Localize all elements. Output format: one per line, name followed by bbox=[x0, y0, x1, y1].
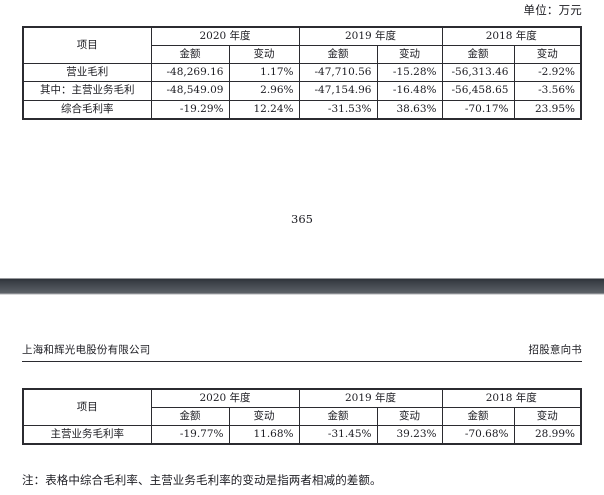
table-one-header-year-2020: 2020 年度 bbox=[150, 26, 300, 47]
table-two-subheader-amount-2020: 金额 bbox=[150, 407, 230, 427]
table-header-row-years: 项目 2020 年度 2019 年度 2018 年度 bbox=[22, 26, 582, 65]
table-two-header-item: 项目 bbox=[22, 388, 152, 427]
table-one-row-1-cell-2: -47,154.96 bbox=[298, 81, 378, 101]
table-two-row-0-cell-4: -70.68% bbox=[441, 425, 515, 446]
page-number: 365 bbox=[291, 212, 313, 226]
table-one-row-2-cell-5: 23.95% bbox=[513, 99, 582, 120]
table-header-row-subcolumns: 金额 变动 金额 变动 金额 变动 bbox=[23, 45, 582, 65]
table-one-subheader-amount-2018: 金额 bbox=[441, 45, 515, 65]
table-two-row-0-cell-5: 28.99% bbox=[513, 425, 582, 446]
table-one-row-1-cell-4: -56,458.65 bbox=[441, 81, 515, 101]
table-row: 主营业务毛利率 -19.77% 11.68% -31.45% 39.23% -7… bbox=[22, 425, 582, 446]
table-two-header-year-2019: 2019 年度 bbox=[298, 388, 443, 409]
table-one-row-2-cell-2: -31.53% bbox=[298, 99, 378, 120]
table-one-row-1-cell-0: -48,549.09 bbox=[150, 81, 230, 101]
table-one-row-2-cell-4: -70.17% bbox=[441, 99, 515, 120]
table-row: 其中：主营业务毛利 -48,549.09 2.96% -47,154.96 -1… bbox=[22, 81, 582, 101]
table-two-header-year-2018: 2018 年度 bbox=[441, 388, 582, 409]
table-one-header-year-2019: 2019 年度 bbox=[298, 26, 443, 47]
gross-profit-table: 项目 2020 年度 2019 年度 2018 年度 金额 变动 金额 变动 金… bbox=[22, 26, 582, 120]
running-header-doc-type: 招股意向书 bbox=[528, 344, 582, 356]
table-one-subheader-amount-2019: 金额 bbox=[298, 45, 378, 65]
table-one-row-2-cell-0: -19.29% bbox=[150, 99, 230, 120]
page-break-divider bbox=[0, 277, 604, 296]
table-two-subheader-change-2019: 变动 bbox=[376, 407, 443, 427]
table-two-subheader-change-2018: 变动 bbox=[513, 407, 582, 427]
table-row: 营业毛利 -48,269.16 1.17% -47,710.56 -15.28%… bbox=[22, 63, 582, 83]
table-one-subheader-change-2019: 变动 bbox=[376, 45, 443, 65]
table-two-subheader-change-2020: 变动 bbox=[228, 407, 300, 427]
table-two-row-0-label: 主营业务毛利率 bbox=[22, 425, 152, 446]
running-header: 上海和辉光电股份有限公司 招股意向书 bbox=[22, 342, 582, 362]
table-one-row-0-cell-4: -56,313.46 bbox=[441, 63, 515, 83]
table-one-row-2-cell-1: 12.24% bbox=[228, 99, 300, 120]
table-two-row-0-cell-0: -19.77% bbox=[150, 425, 230, 446]
table-one-row-1-cell-1: 2.96% bbox=[228, 81, 300, 101]
main-business-gross-margin-table: 项目 2020 年度 2019 年度 2018 年度 金额 变动 金额 变动 金… bbox=[22, 388, 582, 446]
table-two-row-0-cell-2: -31.45% bbox=[298, 425, 378, 446]
table-one-row-0-cell-2: -47,710.56 bbox=[298, 63, 378, 83]
table-two-header-year-2020: 2020 年度 bbox=[150, 388, 300, 409]
table-one-header-year-2018: 2018 年度 bbox=[441, 26, 582, 47]
table-two-row-0-cell-3: 39.23% bbox=[376, 425, 443, 446]
table-one-subheader-change-2020: 变动 bbox=[228, 45, 300, 65]
table-header-row-years: 项目 2020 年度 2019 年度 2018 年度 bbox=[22, 388, 582, 427]
table-one-row-0-cell-3: -15.28% bbox=[376, 63, 443, 83]
table-one-row-0-cell-5: -2.92% bbox=[513, 63, 582, 83]
document-page-one: 单位：万元 项目 2020 年度 2019 年度 2018 年度 金额 变动 金… bbox=[22, 3, 582, 226]
table-two-subheader-amount-2019: 金额 bbox=[298, 407, 378, 427]
table-one-row-2-label: 综合毛利率 bbox=[22, 99, 152, 120]
table-one-row-1-label: 其中：主营业务毛利 bbox=[22, 81, 152, 101]
table-one-row-0-label: 营业毛利 bbox=[22, 63, 152, 83]
table-one-row-2-cell-3: 38.63% bbox=[376, 99, 443, 120]
running-header-company: 上海和辉光电股份有限公司 bbox=[22, 344, 151, 356]
table-row: 综合毛利率 -19.29% 12.24% -31.53% 38.63% -70.… bbox=[22, 99, 582, 120]
table-header-row-subcolumns: 金额 变动 金额 变动 金额 变动 bbox=[23, 407, 582, 427]
table-two-subheader-amount-2018: 金额 bbox=[441, 407, 515, 427]
table-one-subheader-change-2018: 变动 bbox=[513, 45, 582, 65]
table-one-row-0-cell-0: -48,269.16 bbox=[150, 63, 230, 83]
table-footnote: 注：表格中综合毛利率、主营业务毛利率的变动是指两者相减的差额。 bbox=[22, 473, 382, 487]
table-one-header-item: 项目 bbox=[22, 26, 152, 65]
table-two-row-0-cell-1: 11.68% bbox=[228, 425, 300, 446]
unit-caption: 单位：万元 bbox=[523, 3, 582, 17]
table-one-row-0-cell-1: 1.17% bbox=[228, 63, 300, 83]
table-one-subheader-amount-2020: 金额 bbox=[150, 45, 230, 65]
table-one-row-1-cell-5: -3.56% bbox=[513, 81, 582, 101]
table-one-row-1-cell-3: -16.48% bbox=[376, 81, 443, 101]
